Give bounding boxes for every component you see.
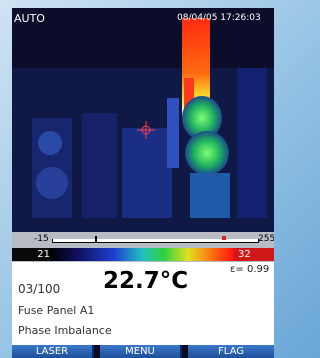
laser-button[interactable]: LASER (12, 345, 94, 358)
range-high-text: 32 (238, 249, 251, 260)
flag-button[interactable]: FLAG (188, 345, 274, 358)
image-index: 03/100 (18, 282, 60, 296)
device-screen: AUTO 08/04/05 17:26:03 -15 255 21 32 ε= … (12, 8, 274, 358)
temperature: 22.7°C (103, 268, 188, 294)
scale-min: -15 (34, 234, 49, 244)
range-high: 32 (234, 248, 274, 261)
note: Phase Imbalance (18, 324, 112, 337)
range-marker (222, 236, 226, 240)
range-low-text: 21 (37, 249, 50, 260)
emissivity: ε= 0.99 (230, 264, 269, 275)
thermal-image (12, 8, 274, 232)
scale-max: 255 (258, 234, 274, 244)
datetime: 08/04/05 17:26:03 (177, 13, 261, 23)
page: AUTO 08/04/05 17:26:03 -15 255 21 32 ε= … (0, 0, 274, 358)
location: Fuse Panel A1 (18, 304, 94, 317)
range-low: 21 (12, 248, 50, 261)
range-track (52, 239, 259, 243)
menu-button[interactable]: MENU (100, 345, 182, 358)
range-marker (95, 236, 97, 242)
color-palette (50, 248, 234, 261)
mode-label: AUTO (14, 12, 45, 25)
